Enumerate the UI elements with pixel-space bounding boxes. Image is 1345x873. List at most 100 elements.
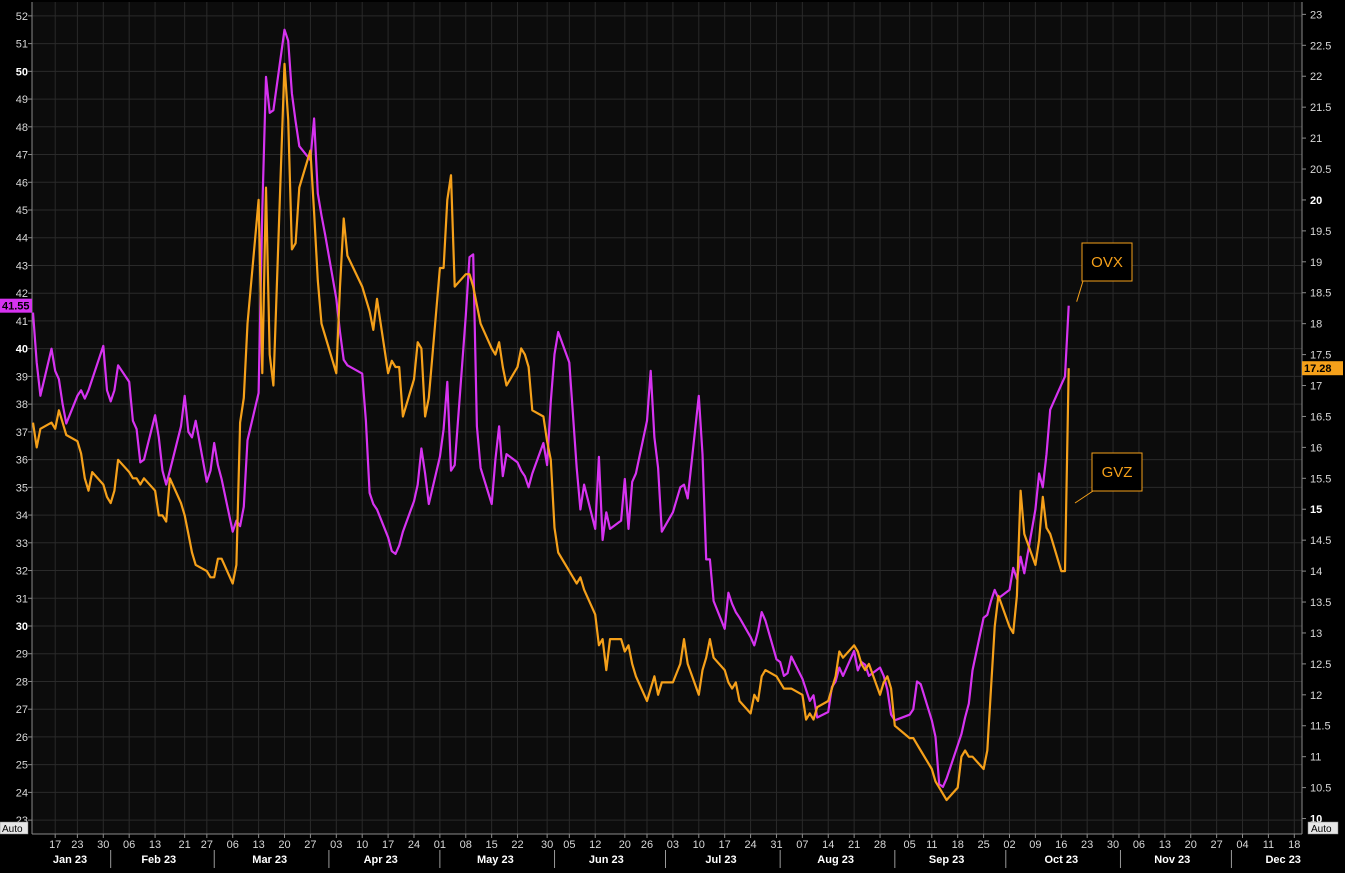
right-tick-label: 14 (1310, 566, 1322, 578)
x-tick-label: 17 (719, 839, 731, 851)
gvz-tag-text: 17.28 (1304, 363, 1332, 375)
x-tick-label: 26 (641, 839, 653, 851)
gvz-last-value-tag: 17.28 (1302, 361, 1343, 376)
series-annotations: OVX GVZ (1074, 242, 1143, 504)
x-tick-label: 18 (952, 839, 964, 851)
right-tick-label: 16.5 (1310, 411, 1331, 423)
right-tick-label: 18.5 (1310, 288, 1331, 300)
left-auto-label: Auto (2, 824, 23, 835)
grid-lines (32, 2, 1302, 834)
ovx-tag-text: 41.55 (2, 301, 30, 313)
left-tick-label: 24 (16, 787, 28, 799)
left-tick-label: 40 (16, 344, 28, 356)
annotation-box (1091, 452, 1143, 492)
left-tick-label: 37 (16, 427, 28, 439)
left-tick-label: 32 (16, 566, 28, 578)
series-lines (31, 28, 1070, 802)
annotation-leader (1074, 490, 1094, 504)
x-tick-label: 06 (227, 839, 239, 851)
x-tick-label: 11 (1263, 839, 1274, 851)
x-month-label: Dec 23 (1265, 854, 1300, 866)
left-tick-label: 42 (16, 288, 28, 300)
x-tick-label: 12 (589, 839, 601, 851)
x-axis: 17 23 30 06 13 21 27 06 13 20 27 03 10 17 24 01 08 15 22 30… (32, 833, 1302, 866)
x-tick-label: 04 (1236, 839, 1248, 851)
x-tick-label: 17 (49, 839, 61, 851)
x-tick-label: 03 (667, 839, 679, 851)
x-tick-label: 09 (1029, 839, 1041, 851)
x-tick-label: 03 (330, 839, 342, 851)
right-tick-label: 17.5 (1310, 350, 1331, 362)
x-tick-label: 10 (693, 839, 705, 851)
right-tick-label: 13 (1310, 628, 1322, 640)
x-tick-label: 13 (149, 839, 161, 851)
plot-area (32, 2, 1302, 834)
left-tick-label: 39 (16, 371, 28, 383)
left-tick-label: 35 (16, 482, 28, 494)
right-tick-label: 22 (1310, 71, 1322, 83)
x-month-label: May 23 (477, 854, 514, 866)
right-tick-label: 13.5 (1310, 597, 1331, 609)
ovx-tag-bg (0, 298, 32, 313)
x-tick-label: 24 (744, 839, 756, 851)
x-tick-label: 13 (253, 839, 265, 851)
x-tick-label: 23 (1081, 839, 1093, 851)
series-line-ovx (31, 28, 1070, 789)
left-auto-button[interactable]: Auto (0, 821, 29, 835)
x-tick-label: 25 (977, 839, 989, 851)
left-tick-label: 30 (16, 621, 28, 633)
x-tick-label: 01 (434, 839, 446, 851)
x-tick-label: 21 (848, 839, 860, 851)
left-tick-label: 27 (16, 704, 28, 716)
right-tick-label: 11.5 (1310, 721, 1331, 733)
annotation-text: OVX (1091, 254, 1123, 271)
left-axis: 2324252627282930313233343536373839404142… (16, 2, 33, 834)
x-tick-label: 30 (97, 839, 109, 851)
x-tick-label: 30 (541, 839, 553, 851)
right-tick-label: 16 (1310, 442, 1322, 454)
x-tick-label: 31 (770, 839, 782, 851)
x-tick-label: 11 (926, 839, 937, 851)
x-tick-label: 20 (278, 839, 290, 851)
right-tick-label: 18 (1310, 319, 1322, 331)
x-tick-label: 16 (1055, 839, 1067, 851)
right-tick-label: 19 (1310, 257, 1322, 269)
annotation-box (1081, 242, 1133, 282)
right-tick-label: 20.5 (1310, 164, 1331, 176)
left-tick-label: 50 (16, 66, 28, 78)
left-tick-label: 44 (16, 233, 28, 245)
left-tick-label: 33 (16, 538, 28, 550)
x-tick-label: 15 (486, 839, 498, 851)
right-tick-label: 15 (1310, 504, 1322, 516)
x-tick-label: 07 (796, 839, 808, 851)
x-tick-label: 06 (1133, 839, 1145, 851)
x-tick-label: 30 (1107, 839, 1119, 851)
right-tick-label: 21 (1310, 133, 1322, 145)
x-month-label: Jun 23 (589, 854, 624, 866)
left-tick-label: 38 (16, 399, 28, 411)
x-month-label: Aug 23 (817, 854, 854, 866)
x-tick-label: 17 (382, 839, 394, 851)
x-tick-label: 13 (1159, 839, 1171, 851)
gvz-tag-bg (1302, 361, 1343, 376)
right-tick-label: 22.5 (1310, 40, 1331, 52)
right-auto-button[interactable]: Auto (1307, 821, 1339, 835)
month-dividers (110, 850, 1232, 868)
x-tick-label: 20 (619, 839, 631, 851)
ovx-last-value-tag: 41.55 (0, 298, 32, 313)
x-month-label: Mar 23 (252, 854, 287, 866)
x-tick-label: 10 (356, 839, 368, 851)
left-tick-label: 51 (16, 39, 28, 51)
annotation-leader (1076, 280, 1084, 302)
left-tick-label: 29 (16, 649, 28, 661)
x-month-label: Nov 23 (1154, 854, 1190, 866)
left-tick-label: 52 (16, 11, 28, 23)
left-tick-label: 25 (16, 760, 28, 772)
x-tick-label: 28 (874, 839, 886, 851)
x-tick-label: 06 (123, 839, 135, 851)
right-tick-label: 12 (1310, 690, 1322, 702)
right-tick-label: 10.5 (1310, 783, 1331, 795)
x-month-label: Jan 23 (53, 854, 87, 866)
x-tick-label: 05 (563, 839, 575, 851)
